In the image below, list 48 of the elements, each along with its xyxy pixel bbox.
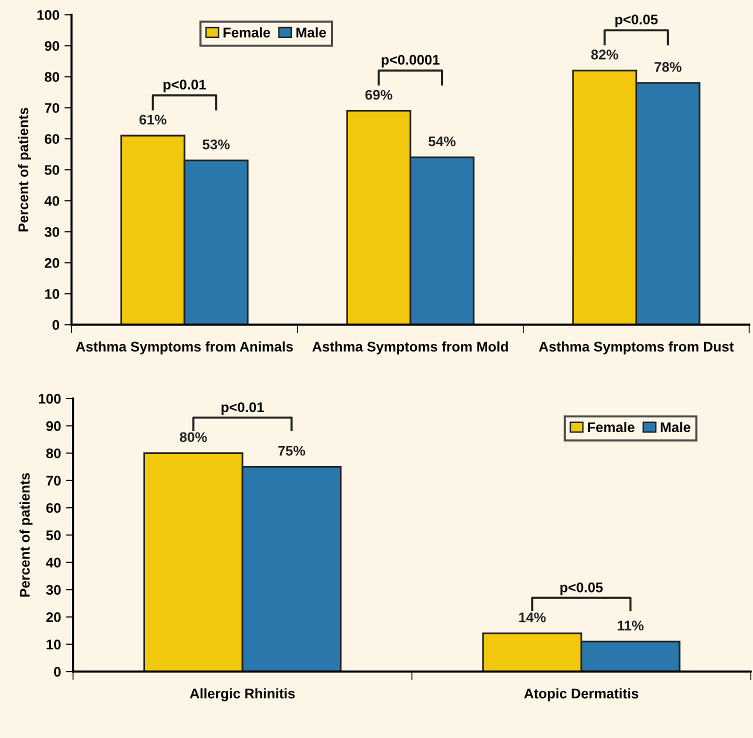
y-tick-label: 40 [46,558,61,568]
y-tick-label: 50 [46,530,61,540]
x-tick-label: Asthma Symptoms from Dust [539,341,734,354]
y-tick-label: 20 [46,612,61,622]
annotation: p<0.01 [164,80,206,92]
y-tick-label: 0 [52,320,60,330]
x-tick-label: Atopic Dermatitis [524,688,638,702]
y-tick-label: 50 [44,165,60,175]
data-label: 78% [654,62,682,72]
data-label: 11% [618,620,644,630]
x-tick-label: Asthma Symptoms from Mold [312,341,508,354]
data-label: 80% [180,432,207,442]
annotation: p<0.01 [222,402,264,415]
annotation: p<0.05 [560,582,603,596]
y-axis-title: Percent of patients [18,108,32,232]
legend-label: Male [296,27,326,38]
y-tick-label: 60 [46,503,61,513]
y-tick-label: 0 [54,666,61,677]
y-tick-label: 70 [44,103,60,113]
y-tick-label: 80 [44,72,60,82]
x-tick-label: Asthma Symptoms from Animals [76,341,293,354]
y-tick-label: 70 [46,476,61,486]
y-tick-label: 90 [46,421,61,431]
annotation: p<0.05 [615,14,658,28]
data-label: 69% [365,90,392,100]
annotation: p<0.0001 [382,54,440,68]
data-label: 14% [519,612,546,622]
legend-label: Male [660,422,690,432]
legend-label: Female [224,27,270,38]
data-label: 75% [278,446,306,456]
y-tick-label: 10 [45,289,60,299]
y-tick-label: 60 [44,134,60,144]
data-label: 61% [139,114,166,125]
y-tick-label: 40 [44,196,60,206]
y-tick-label: 30 [44,227,60,237]
data-label: 53% [202,140,230,150]
x-tick-label: Allergic Rhinitis [190,688,295,702]
data-label: 82% [591,50,618,60]
y-tick-label: 100 [38,394,61,404]
y-tick-label: 30 [46,584,61,595]
y-axis-title: Percent of patients [20,473,33,597]
y-tick-label: 90 [44,41,60,51]
y-tick-label: 80 [46,448,61,458]
y-tick-label: 20 [44,258,60,268]
y-tick-label: 100 [37,10,60,20]
data-label: 54% [428,136,456,146]
legend-label: Female [588,422,634,432]
y-tick-label: 10 [46,640,61,650]
